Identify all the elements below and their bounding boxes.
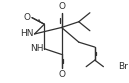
Text: O: O: [58, 2, 65, 11]
Text: Br: Br: [118, 62, 128, 71]
Text: O: O: [24, 13, 31, 22]
Text: NH: NH: [30, 44, 44, 53]
Text: O: O: [58, 70, 65, 79]
Text: HN: HN: [20, 29, 34, 39]
